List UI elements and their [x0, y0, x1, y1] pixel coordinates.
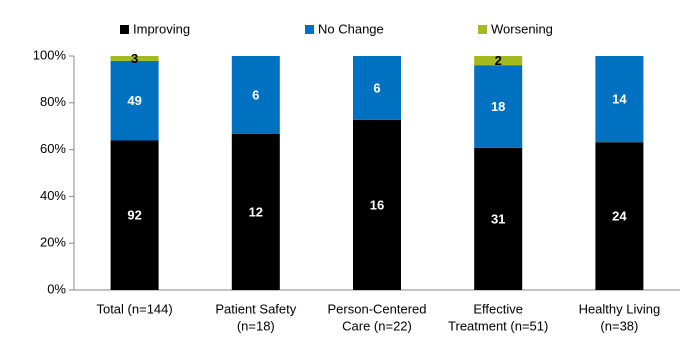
legend-label: No Change [318, 21, 384, 36]
value-label: 3 [131, 51, 138, 66]
value-label: 92 [127, 208, 141, 223]
bar-segment [110, 60, 159, 141]
value-label: 18 [491, 99, 505, 114]
bar-segment [110, 140, 159, 290]
y-tick-label: 20% [40, 235, 66, 250]
bar-segment [231, 56, 280, 134]
x-tick-label: Care (n=22) [342, 318, 412, 333]
x-tick-label: Person-Centered [328, 301, 427, 316]
x-tick-label: Total (n=144) [96, 301, 172, 316]
value-label: 24 [612, 209, 627, 224]
x-tick-label: Healthy Living [579, 301, 661, 316]
value-label: 16 [370, 197, 384, 212]
legend-label: Improving [133, 21, 190, 36]
bar-segment [110, 56, 159, 61]
bar-segment [474, 56, 523, 66]
legend-label: Worsening [491, 21, 553, 36]
bar-segment [474, 147, 523, 290]
x-tick-label: Effective [473, 301, 523, 316]
value-label: 31 [491, 211, 505, 226]
y-tick-label: 60% [40, 141, 66, 156]
value-label: 49 [127, 93, 141, 108]
legend-swatch [478, 25, 487, 34]
x-tick-label: Patient Safety [215, 301, 296, 316]
x-tick-label: (n=18) [237, 318, 275, 333]
bar-segment [353, 56, 401, 120]
bar-segment [353, 119, 401, 291]
bar-segment [474, 65, 523, 148]
bar-segment [595, 142, 644, 290]
legend-swatch [305, 25, 314, 34]
value-label: 6 [252, 87, 259, 102]
y-tick-label: 40% [40, 188, 66, 203]
value-label: 2 [495, 53, 502, 68]
y-tick-label: 100% [33, 47, 67, 62]
bar-segment [231, 134, 280, 290]
value-label: 12 [249, 204, 263, 219]
x-tick-label: (n=38) [600, 318, 638, 333]
value-label: 6 [373, 80, 380, 95]
bar-segment [595, 56, 644, 143]
value-label: 14 [612, 92, 627, 107]
y-tick-label: 0% [47, 281, 66, 296]
legend-swatch [120, 25, 129, 34]
x-tick-label: Treatment (n=51) [448, 318, 548, 333]
y-tick-label: 80% [40, 94, 66, 109]
